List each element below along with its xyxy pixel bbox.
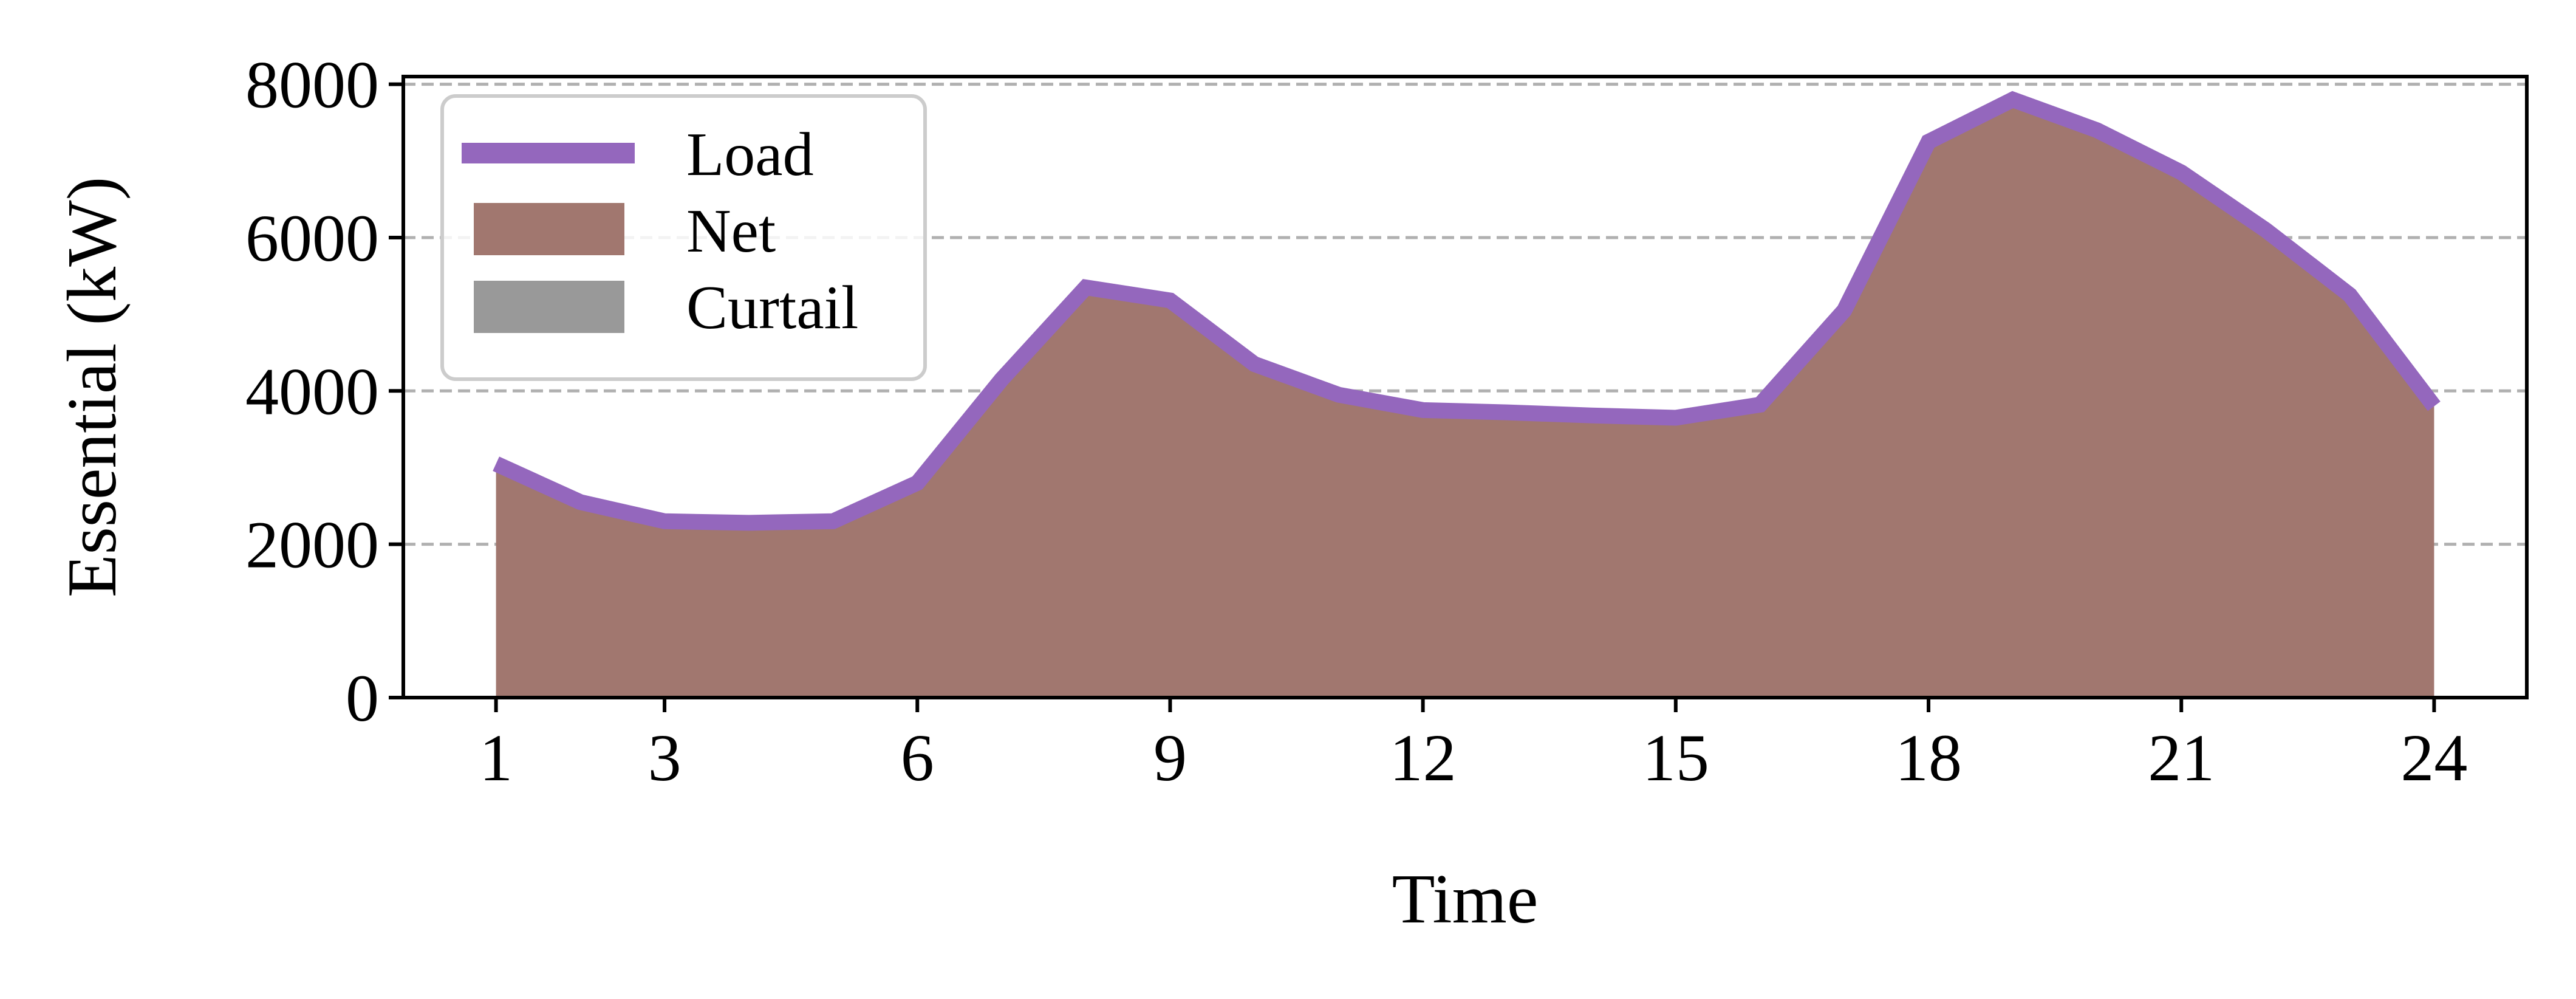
legend-label-curtail: Curtail [686,273,858,342]
x-tick-label-9: 9 [1153,721,1187,795]
x-tick-label-24: 24 [2400,721,2467,795]
y-axis-label: Essential (kW) [53,177,131,598]
x-tick-label-21: 21 [2148,721,2215,795]
legend-swatch-curtail [474,281,624,333]
legend-swatch-net [474,203,624,255]
legend-label-net: Net [686,197,776,266]
x-tick-label-6: 6 [901,721,934,795]
legend: Load Net Curtail [440,94,927,381]
x-tick-label-12: 12 [1390,721,1457,795]
x-tick-label-15: 15 [1642,721,1709,795]
y-tick-label-8000: 8000 [245,48,379,122]
area-net [496,99,2434,698]
x-tick-label-18: 18 [1895,721,1962,795]
y-tick-label-0: 0 [346,661,379,735]
y-tick-label-2000: 2000 [245,508,379,582]
x-tick-label-3: 3 [648,721,682,795]
axis-ticks: 1 3 6 9 12 15 18 21 24 0 2000 4000 6000 8000 [245,48,2467,795]
y-tick-label-4000: 4000 [245,354,379,428]
y-tick-label-6000: 6000 [245,201,379,275]
x-axis-label: Time [1392,860,1539,938]
plot-frame [401,75,2529,699]
x-tick-label-1: 1 [479,721,513,795]
legend-label-load: Load [686,120,814,189]
line-load [493,91,2441,531]
area-series [496,99,2434,698]
line-series [493,91,2441,531]
